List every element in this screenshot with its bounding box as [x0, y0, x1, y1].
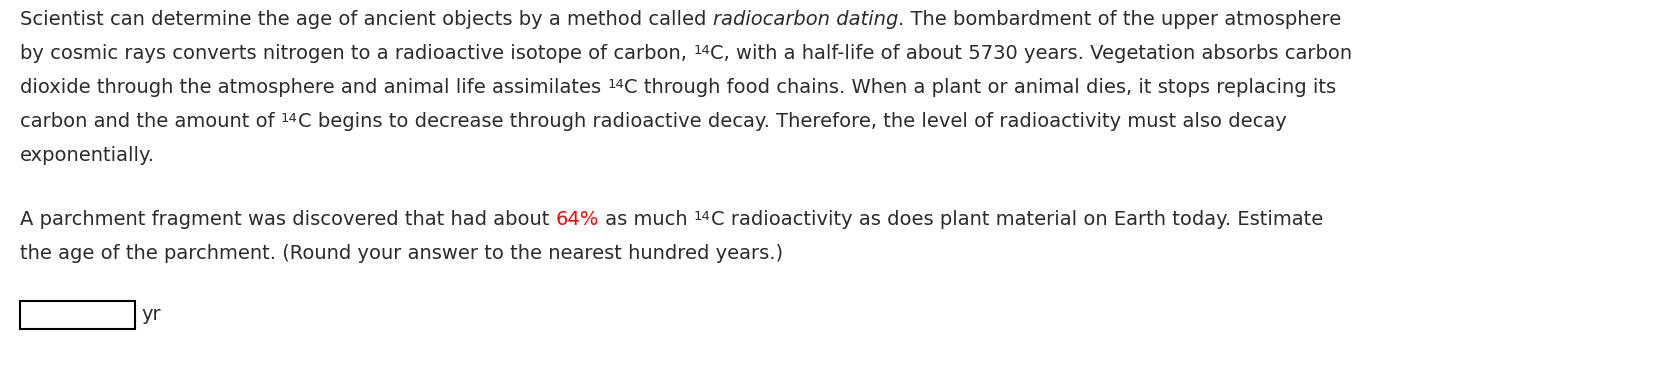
Text: exponentially.: exponentially. [20, 146, 155, 165]
Text: carbon and the amount of: carbon and the amount of [20, 112, 281, 131]
Text: C radioactivity as does plant material on Earth today. Estimate: C radioactivity as does plant material o… [711, 210, 1322, 229]
Text: dioxide through the atmosphere and animal life assimilates: dioxide through the atmosphere and anima… [20, 78, 607, 97]
Text: radiocarbon dating: radiocarbon dating [712, 10, 898, 29]
Text: C begins to decrease through radioactive decay. Therefore, the level of radioact: C begins to decrease through radioactive… [298, 112, 1286, 131]
Text: Scientist can determine the age of ancient objects by a method called: Scientist can determine the age of ancie… [20, 10, 712, 29]
Text: yr: yr [141, 305, 160, 325]
Text: the age of the parchment. (Round your answer to the nearest hundred years.): the age of the parchment. (Round your an… [20, 244, 784, 263]
Bar [20, 301, 136, 329]
Text: by cosmic rays converts nitrogen to a radioactive isotope of carbon,: by cosmic rays converts nitrogen to a ra… [20, 44, 693, 63]
Text: 14: 14 [281, 111, 298, 124]
Text: as much: as much [598, 210, 694, 229]
Text: 14: 14 [607, 77, 625, 90]
Text: 14: 14 [693, 43, 711, 57]
Text: C through food chains. When a plant or animal dies, it stops replacing its: C through food chains. When a plant or a… [625, 78, 1336, 97]
Text: 14: 14 [694, 210, 711, 222]
Text: . The bombardment of the upper atmosphere: . The bombardment of the upper atmospher… [898, 10, 1341, 29]
Text: C, with a half-life of about 5730 years. Vegetation absorbs carbon: C, with a half-life of about 5730 years.… [711, 44, 1352, 63]
Text: A parchment fragment was discovered that had about: A parchment fragment was discovered that… [20, 210, 555, 229]
Text: 64%: 64% [555, 210, 598, 229]
